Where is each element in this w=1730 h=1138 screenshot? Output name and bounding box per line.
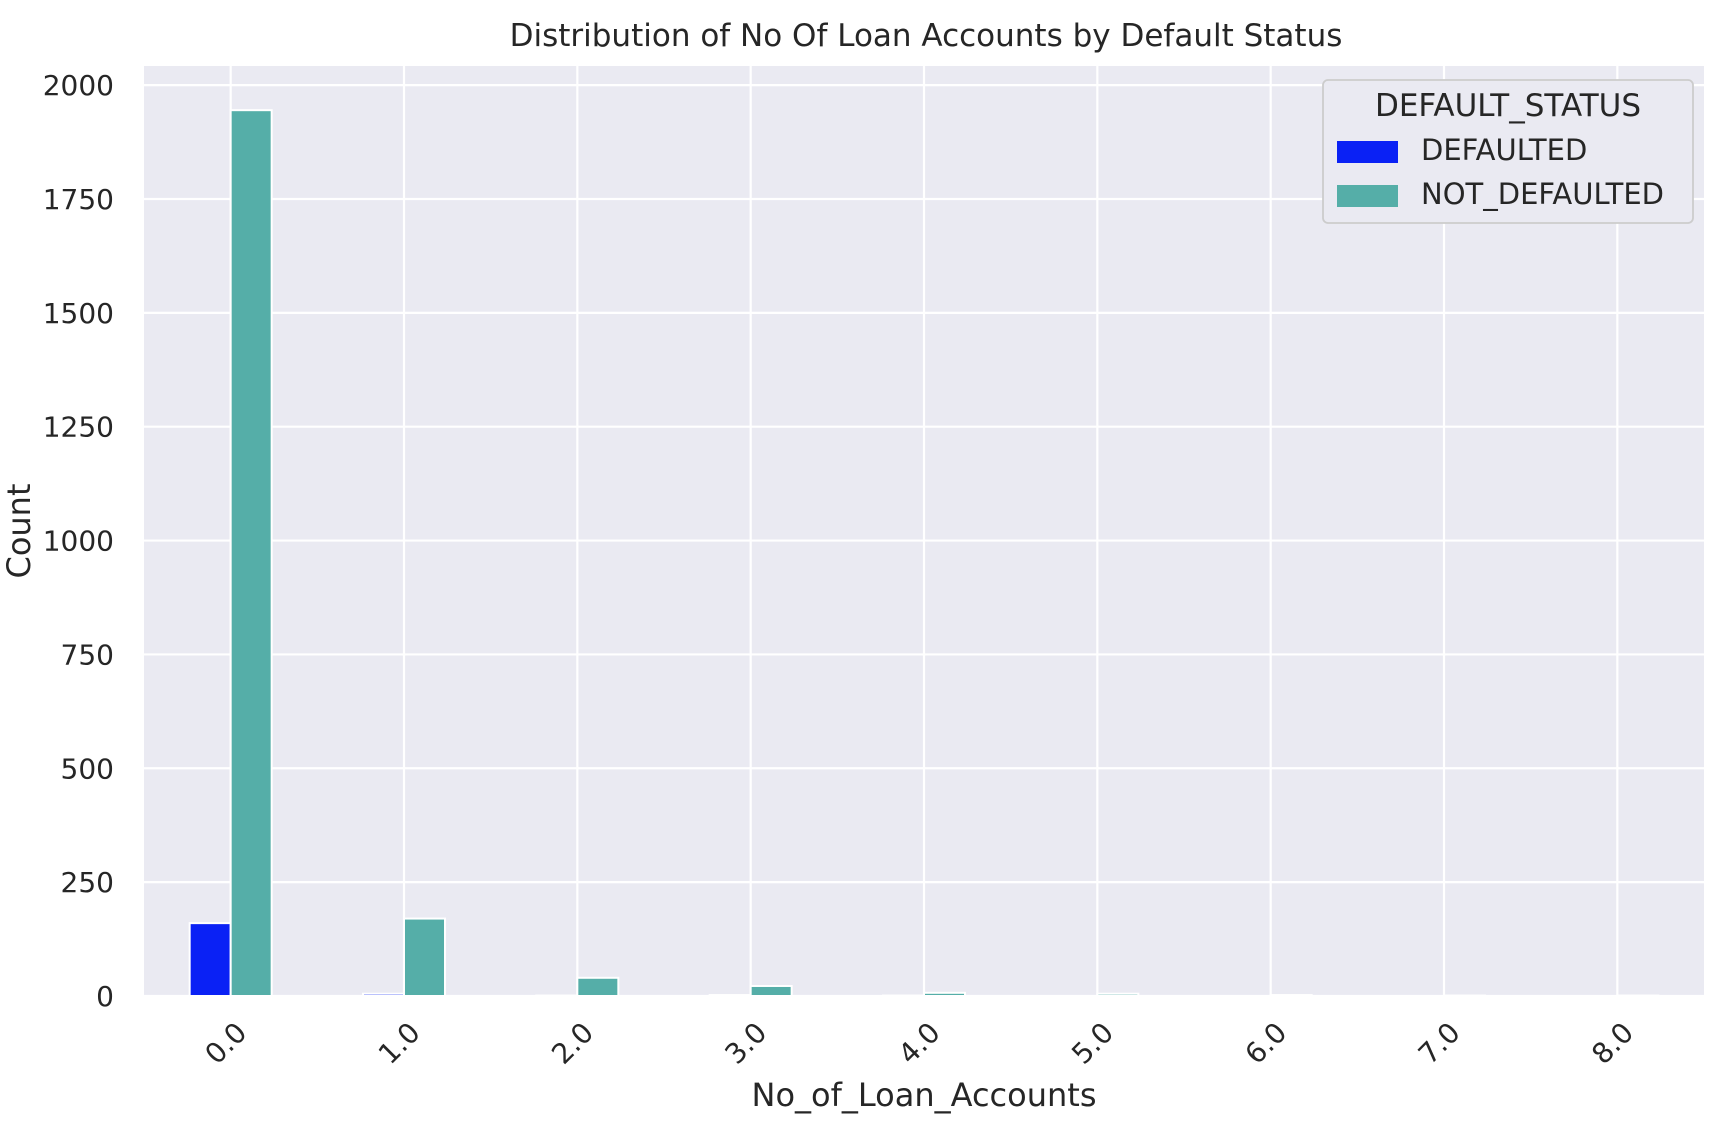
legend-label-not-defaulted: NOT_DEFAULTED — [1421, 177, 1664, 211]
bars — [188, 109, 1660, 998]
x-tick-label-2: 2.0 — [545, 1016, 600, 1071]
x-axis-label: No_of_Loan_Accounts — [752, 1076, 1097, 1114]
y-tick-label-0: 0 — [96, 980, 114, 1013]
legend-swatch-not-defaulted — [1337, 185, 1398, 207]
bar-defaulted-3.0 — [708, 994, 752, 997]
bar-not_defaulted-1.0 — [403, 917, 446, 998]
y-tick-label-7: 1750 — [43, 183, 114, 216]
bar-not_defaulted-2.0 — [576, 976, 620, 998]
legend-swatch-defaulted — [1337, 141, 1398, 163]
x-tick-label-0: 0.0 — [199, 1016, 254, 1071]
y-tick-label-3: 750 — [61, 638, 114, 671]
legend-box — [1322, 79, 1694, 224]
y-tick-label-6: 1500 — [43, 297, 114, 330]
legend-label-defaulted: DEFAULTED — [1421, 133, 1587, 167]
bar-not_defaulted-0.0 — [229, 109, 273, 997]
y-tick-label-8: 2000 — [43, 69, 114, 102]
x-tick-label-1: 1.0 — [372, 1016, 427, 1071]
x-tick-label-4: 4.0 — [892, 1016, 947, 1071]
x-tick-label-6: 6.0 — [1239, 1016, 1294, 1071]
y-tick-label-4: 1000 — [43, 525, 114, 558]
y-tick-label-5: 1250 — [43, 411, 114, 444]
bar-defaulted-1.0 — [362, 992, 405, 998]
x-tick-label-3: 3.0 — [719, 1016, 774, 1071]
x-tick-label-7: 7.0 — [1412, 1016, 1467, 1071]
bar-not_defaulted-4.0 — [923, 991, 966, 998]
bar-not_defaulted-3.0 — [749, 984, 793, 997]
y-tick-label-2: 500 — [61, 752, 114, 785]
bar-not_defaulted-6.0 — [1269, 994, 1313, 997]
y-tick-label-1: 250 — [61, 866, 114, 899]
legend: DEFAULT_STATUS DEFAULTED NOT_DEFAULTED — [1322, 79, 1694, 224]
bar-not_defaulted-5.0 — [1096, 992, 1140, 998]
legend-title: DEFAULT_STATUS — [1375, 88, 1641, 124]
x-tick-label-5: 5.0 — [1065, 1016, 1120, 1071]
y-axis-ticks: 0 250 500 750 1000 1250 1500 1750 2000 — [43, 69, 114, 1013]
chart-title: Distribution of No Of Loan Accounts by D… — [510, 18, 1343, 54]
x-tick-label-8: 8.0 — [1585, 1016, 1640, 1071]
y-axis-label: Count — [0, 483, 38, 578]
bar-defaulted-0.0 — [188, 922, 232, 997]
x-axis-ticks: 0.0 1.0 2.0 3.0 4.0 5.0 6.0 7.0 8.0 — [199, 1016, 1640, 1071]
